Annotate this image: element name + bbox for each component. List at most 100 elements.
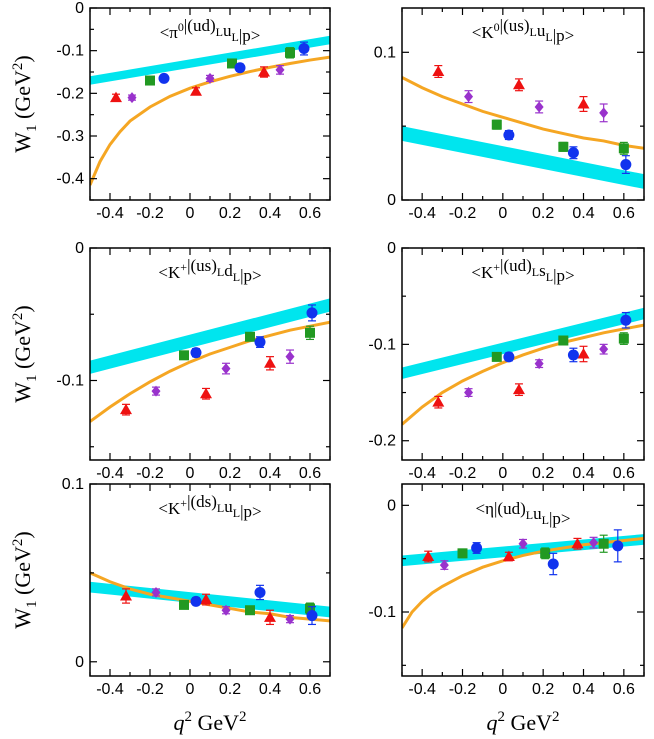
series-diamond xyxy=(464,90,609,123)
series-diamond xyxy=(439,536,599,571)
data-point-circle xyxy=(190,595,202,607)
data-point-diamond xyxy=(275,64,285,76)
y-axis-title: W1 (GeV2) xyxy=(10,305,40,402)
series-diamond xyxy=(464,343,609,399)
data-point-diamond xyxy=(221,604,231,616)
x-tick-label: 0.6 xyxy=(613,681,635,698)
x-tick-label: 0 xyxy=(498,465,507,482)
series-circle xyxy=(471,529,624,576)
data-point-square xyxy=(598,538,609,549)
data-point-triangle xyxy=(432,396,445,407)
data-point-circle xyxy=(567,349,579,361)
data-point-diamond xyxy=(464,387,474,399)
data-point-circle xyxy=(620,159,632,171)
data-point-triangle xyxy=(120,403,132,415)
data-point-circle xyxy=(547,558,559,570)
data-point-triangle xyxy=(577,348,590,359)
series-square xyxy=(491,332,629,362)
panel-title: <π0|(ud)LuL|p> xyxy=(160,16,261,45)
data-point-square xyxy=(285,47,295,58)
lattice-band xyxy=(402,307,644,380)
series-triangle xyxy=(432,345,590,409)
lattice-band xyxy=(90,35,330,85)
plot-area xyxy=(402,64,644,189)
data-point-square xyxy=(305,327,315,338)
fit-curve xyxy=(90,320,330,423)
data-point-square xyxy=(618,143,629,154)
data-point-square xyxy=(145,75,155,86)
x-tick-label: 0.4 xyxy=(572,205,594,222)
lattice-band xyxy=(90,581,330,618)
series-triangle xyxy=(110,66,270,103)
y-tick-label: 0 xyxy=(75,0,84,17)
panel-frame xyxy=(89,483,331,677)
data-point-diamond xyxy=(221,363,231,375)
x-tick-label: 0.2 xyxy=(532,465,554,482)
x-tick-label: 0.6 xyxy=(613,205,635,222)
series-circle xyxy=(503,311,632,363)
series-triangle xyxy=(422,537,584,563)
data-point-diamond xyxy=(534,358,544,370)
data-point-square xyxy=(179,350,189,361)
data-point-diamond xyxy=(151,385,161,397)
x-tick-label: -0.2 xyxy=(449,205,477,222)
x-tick-label: -0.4 xyxy=(408,681,436,698)
x-tick-label: 0.6 xyxy=(299,465,321,482)
series-circle xyxy=(503,129,632,175)
data-point-diamond xyxy=(589,537,599,549)
y-tick-label: -0.1 xyxy=(56,373,84,390)
data-point-triangle xyxy=(422,550,435,562)
data-point-triangle xyxy=(264,611,276,622)
fit-curve xyxy=(402,323,644,426)
y-tick-label: 0.1 xyxy=(374,44,396,61)
data-point-triangle xyxy=(264,357,276,368)
x-tick-label: 0.2 xyxy=(532,205,554,222)
x-tick-label: -0.4 xyxy=(96,205,124,222)
y-axis-title: W1 (GeV2) xyxy=(10,55,40,152)
x-tick-label: -0.2 xyxy=(449,465,477,482)
y-tick-label: 0 xyxy=(387,240,396,257)
series-square xyxy=(145,47,295,86)
y-tick-label: -0.1 xyxy=(368,604,396,621)
data-point-circle xyxy=(471,542,483,554)
data-point-diamond xyxy=(534,101,544,113)
data-point-triangle xyxy=(120,590,132,601)
x-axis-title: q2 GeV2 xyxy=(486,709,559,735)
panel-2: -0.4 -0.2 0 0.2 0.4 0.6 0 0.1 <K0|(us)LuL|p> xyxy=(374,7,645,222)
y-tick-label: 0 xyxy=(75,654,84,671)
data-point-square xyxy=(245,331,255,342)
plot-area xyxy=(402,529,644,629)
data-point-triangle xyxy=(200,387,212,399)
x-tick-label: -0.4 xyxy=(96,465,124,482)
y-tick-label: 0 xyxy=(387,497,396,514)
x-tick-label: -0.2 xyxy=(136,465,164,482)
x-tick-label: 0.6 xyxy=(299,681,321,698)
data-point-diamond xyxy=(599,343,609,355)
series-square xyxy=(179,325,315,361)
data-point-square xyxy=(491,351,502,362)
data-point-diamond xyxy=(151,586,161,598)
panel-1: -0.4 -0.2 0 0.2 0.4 0.6 0 -0.1 -0.2 -0.3 -0.4 <π0|(… xyxy=(56,0,331,222)
panel-5: -0.4 -0.2 0 0.2 0.4 0.6 0 0.1 <K+|(ds)LuL|p> xyxy=(62,476,331,698)
data-point-square xyxy=(558,141,569,152)
data-point-circle xyxy=(298,43,310,55)
y-tick-label: 0 xyxy=(387,192,396,209)
x-tick-label: 0.6 xyxy=(299,205,321,222)
x-tick-label: -0.4 xyxy=(408,205,436,222)
x-tick-label: 0.4 xyxy=(259,465,281,482)
panel-title: <K+|(ud)LsL|p> xyxy=(471,256,574,285)
y-axis-title: W1 (GeV2) xyxy=(10,531,40,628)
panel-title: <K+|(ds)LuL|p> xyxy=(158,492,261,521)
data-point-diamond xyxy=(439,559,449,571)
panel-3: -0.4 -0.2 0 0.2 0.4 0.6 0 -0.1 <K+|(us)LdL|p> xyxy=(56,240,331,482)
x-tick-label: -0.2 xyxy=(449,681,477,698)
data-point-square xyxy=(179,599,189,610)
y-tick-label: -0.2 xyxy=(368,433,396,450)
series-circle xyxy=(158,41,310,84)
data-point-triangle xyxy=(577,98,590,109)
data-point-triangle xyxy=(200,593,212,605)
series-triangle xyxy=(120,356,276,416)
panel-frame xyxy=(89,7,331,201)
data-point-diamond xyxy=(285,351,295,363)
